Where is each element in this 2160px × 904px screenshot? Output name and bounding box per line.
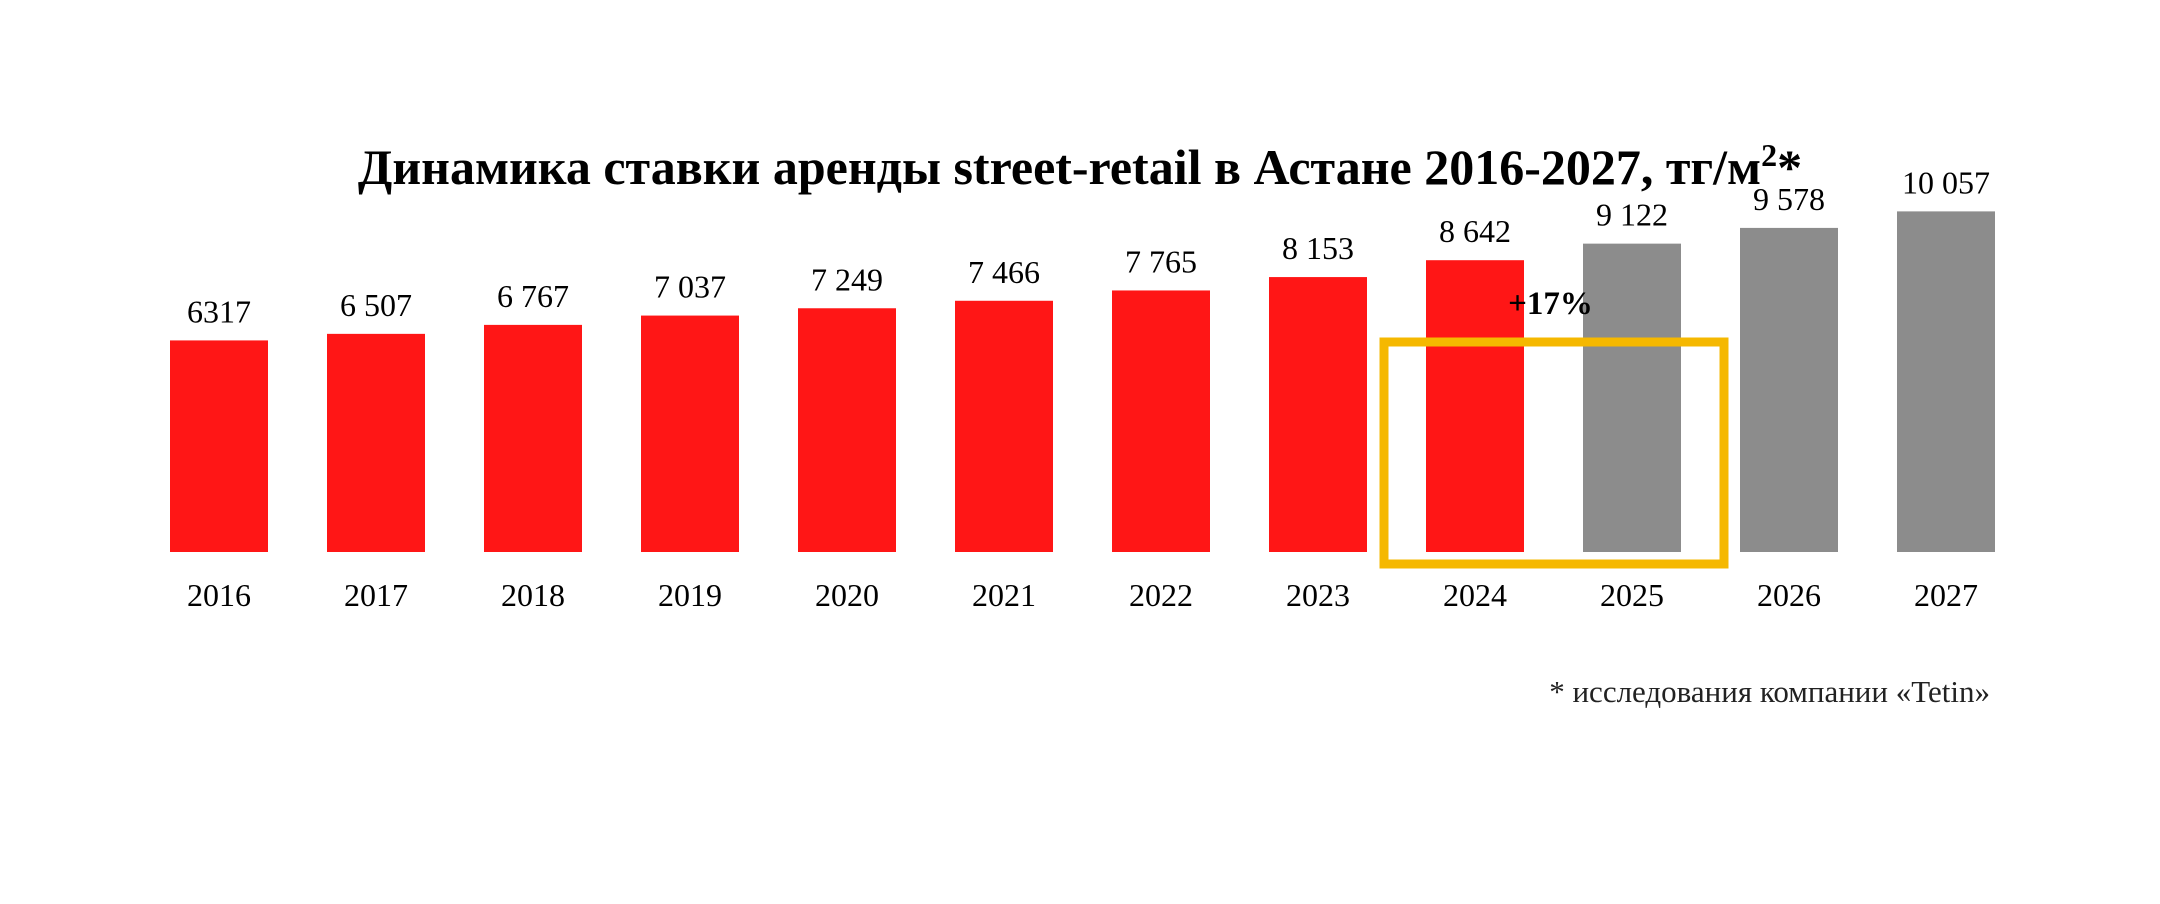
- data-label-2019: 7 037: [654, 269, 726, 305]
- bar-2025: [1583, 243, 1681, 553]
- labels-layer: 6317 2016 6 507 2017 6 767 2018 7 037 2019 7 249…: [187, 164, 1990, 613]
- x-tick-label-2021: 2021: [972, 577, 1036, 613]
- x-tick-label-2017: 2017: [344, 577, 408, 613]
- bar-2016: [170, 340, 268, 552]
- bar-2020: [798, 308, 896, 552]
- x-tick-label-2022: 2022: [1129, 577, 1193, 613]
- chart-title: Динамика ставки аренды street-retail в А…: [0, 138, 2160, 196]
- bar-2022: [1112, 290, 1210, 552]
- x-tick-label-2024: 2024: [1443, 577, 1507, 613]
- x-tick-label-2020: 2020: [815, 577, 879, 613]
- data-label-2017: 6 507: [340, 287, 412, 323]
- x-tick-label-2016: 2016: [187, 577, 251, 613]
- data-label-2026: 9 578: [1753, 181, 1825, 217]
- x-tick-label-2027: 2027: [1914, 577, 1978, 613]
- data-label-2023: 8 153: [1282, 230, 1354, 266]
- footnote: * исследования компании «Tetin»: [1549, 674, 1990, 709]
- bar-2021: [955, 300, 1053, 552]
- bar-2026: [1740, 227, 1838, 553]
- data-label-2020: 7 249: [811, 261, 883, 297]
- bar-2023: [1269, 277, 1367, 552]
- data-label-2025: 9 122: [1596, 197, 1668, 233]
- data-label-2021: 7 466: [968, 254, 1040, 290]
- data-label-2018: 6 767: [497, 278, 569, 314]
- bars-layer: [170, 211, 1995, 553]
- highlight-label: +17%: [1508, 286, 1593, 322]
- x-tick-label-2026: 2026: [1757, 577, 1821, 613]
- data-label-2024: 8 642: [1439, 213, 1511, 249]
- data-label-2022: 7 765: [1125, 243, 1197, 279]
- chart-title-suffix: *: [1777, 139, 1803, 195]
- x-tick-label-2018: 2018: [501, 577, 565, 613]
- bar-2027: [1897, 211, 1995, 552]
- x-tick-label-2019: 2019: [658, 577, 722, 613]
- data-label-2016: 6317: [187, 293, 251, 329]
- chart-title-superscript: 2: [1761, 137, 1778, 173]
- chart-title-text: Динамика ставки аренды street-retail в А…: [357, 139, 1762, 195]
- x-tick-label-2025: 2025: [1600, 577, 1664, 613]
- highlight-layer: +17%: [1379, 286, 1729, 569]
- bar-2019: [641, 315, 739, 552]
- bar-2017: [327, 333, 425, 552]
- data-label-2027: 10 057: [1902, 164, 1990, 200]
- x-tick-label-2023: 2023: [1286, 577, 1350, 613]
- bar-2024: [1426, 260, 1524, 552]
- highlight-box: [1379, 337, 1729, 569]
- bar-2018: [484, 324, 582, 552]
